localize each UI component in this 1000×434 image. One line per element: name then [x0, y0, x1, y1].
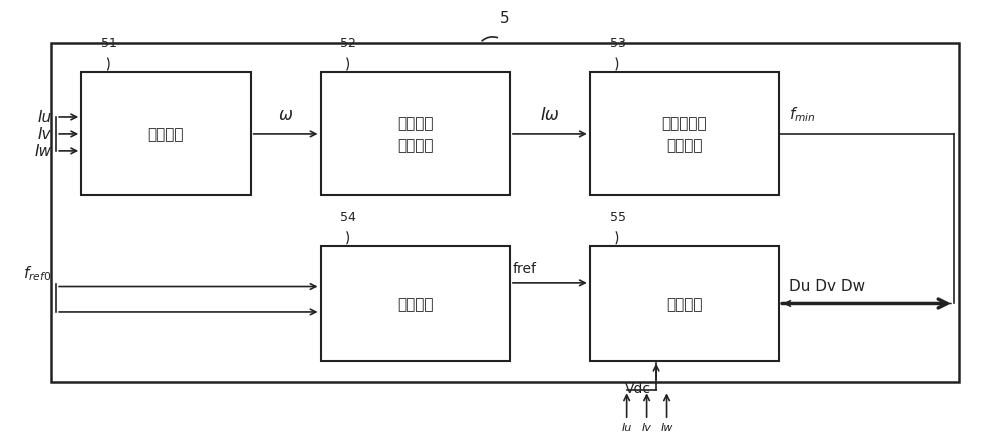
Text: fref: fref: [513, 262, 537, 276]
Text: Iu: Iu: [37, 110, 51, 125]
Text: 53: 53: [610, 37, 626, 50]
Text: Iw: Iw: [34, 144, 51, 159]
Text: ω: ω: [279, 106, 293, 124]
Bar: [590, 73, 779, 196]
Text: $f_{ref0}$: $f_{ref0}$: [23, 264, 51, 283]
Text: 54: 54: [340, 210, 356, 224]
Text: Iw: Iw: [660, 422, 673, 432]
Text: 运算控制: 运算控制: [666, 296, 703, 311]
Text: Iu: Iu: [622, 422, 632, 432]
Bar: [81, 73, 251, 196]
Text: Iω: Iω: [540, 106, 559, 124]
Text: Du Dv Dw: Du Dv Dw: [789, 278, 865, 293]
Text: Iv: Iv: [642, 422, 652, 432]
Text: Iv: Iv: [38, 127, 51, 142]
Bar: [320, 247, 510, 361]
Text: 55: 55: [610, 210, 626, 224]
Text: 52: 52: [340, 37, 356, 50]
Bar: [320, 73, 510, 196]
Text: $f_{min}$: $f_{min}$: [789, 105, 816, 124]
Bar: [51, 44, 959, 382]
Text: 转速检测: 转速检测: [148, 127, 184, 142]
Bar: [590, 247, 779, 361]
Text: 频率限制: 频率限制: [397, 296, 433, 311]
Text: Vdc: Vdc: [625, 381, 651, 395]
Text: 转速波动
指标检测: 转速波动 指标检测: [397, 116, 433, 153]
Text: 最低可运行
频率计算: 最低可运行 频率计算: [662, 116, 707, 153]
Text: 51: 51: [101, 37, 117, 50]
Text: 5: 5: [500, 11, 510, 26]
